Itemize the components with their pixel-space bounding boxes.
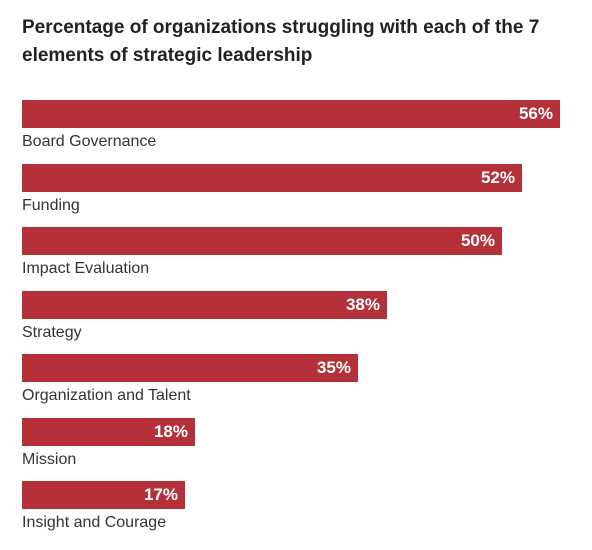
bar: 38% [22,290,387,319]
bar-row: 38% Strategy [22,290,572,349]
category-label: Strategy [22,323,82,341]
bar: 50% [22,227,502,255]
bar-row: 18% Mission [22,417,572,476]
category-label: Funding [22,196,80,214]
bar: 18% [22,417,195,446]
bar-row: 35% Organization and Talent [22,354,572,412]
bar-value-label: 56% [518,104,553,123]
category-label: Board Governance [22,133,157,150]
bar-value-label: 50% [460,231,495,250]
bar: 52% [22,163,522,192]
bar-row: 50% Impact Evaluation [22,227,572,285]
bar-row: 52% Funding [22,163,572,222]
bar: 35% [22,354,358,382]
bar-value-label: 17% [143,485,178,504]
bar: 17% [22,481,185,509]
bar-value-label: 52% [480,167,515,187]
bar-value-label: 18% [153,421,188,441]
category-label: Insight and Courage [22,514,167,531]
bar-value-label: 38% [345,294,380,314]
category-label: Impact Evaluation [22,260,150,277]
category-label: Organization and Talent [22,387,191,404]
bar: 56% [22,100,560,128]
category-label: Mission [22,450,77,468]
bar-value-label: 35% [316,358,351,377]
bar-row: 17% Insight and Courage [22,481,572,539]
chart-title: Percentage of organizations struggling w… [22,17,540,66]
bar-row: 56% Board Governance [22,100,572,158]
